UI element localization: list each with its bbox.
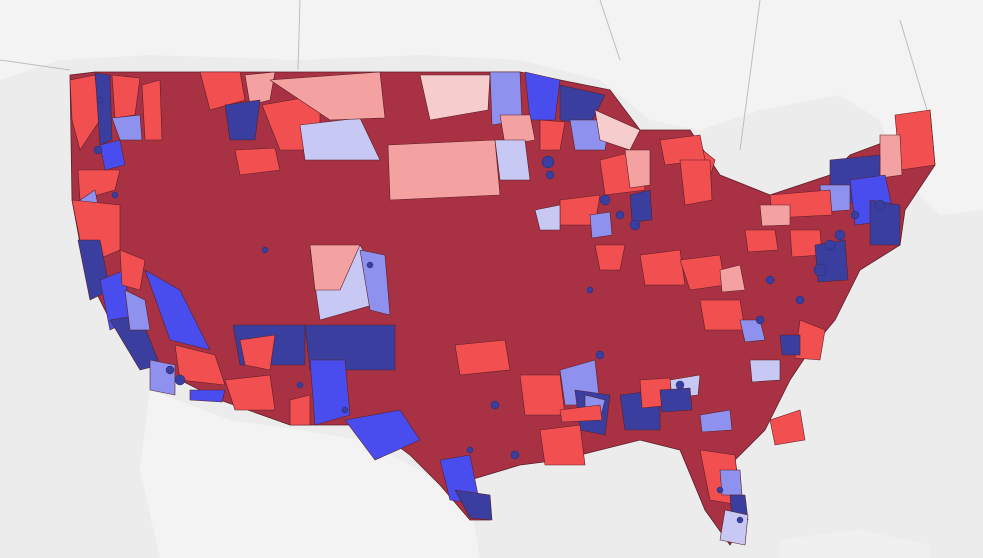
district-republican[interactable]	[769, 409, 806, 446]
urban-district-cluster[interactable]	[545, 170, 555, 180]
urban-district-cluster[interactable]	[261, 246, 269, 254]
cuba-landmass	[780, 530, 930, 558]
urban-district-cluster[interactable]	[765, 275, 775, 285]
urban-district-cluster[interactable]	[615, 210, 625, 220]
district-slight-republican[interactable]	[419, 74, 491, 121]
district-republican[interactable]	[594, 244, 626, 271]
urban-district-cluster[interactable]	[850, 210, 860, 220]
district-strong-democratic[interactable]	[304, 324, 396, 371]
district-strong-democratic[interactable]	[454, 489, 493, 521]
urban-district-cluster[interactable]	[466, 446, 474, 454]
district-strong-democratic[interactable]	[94, 72, 113, 146]
urban-district-cluster[interactable]	[510, 450, 520, 460]
urban-district-cluster[interactable]	[675, 380, 685, 390]
district-republican[interactable]	[454, 339, 511, 376]
district-lean-republican[interactable]	[269, 71, 386, 121]
district-lean-democratic[interactable]	[739, 319, 766, 343]
district-republican[interactable]	[539, 424, 586, 466]
urban-district-cluster[interactable]	[541, 155, 555, 169]
district-lean-republican[interactable]	[879, 134, 903, 179]
district-lean-republican[interactable]	[759, 204, 791, 227]
district-lean-democratic[interactable]	[719, 469, 743, 496]
district-republican[interactable]	[539, 119, 566, 151]
urban-district-cluster[interactable]	[165, 365, 175, 375]
district-republican[interactable]	[69, 74, 101, 151]
urban-district-cluster[interactable]	[795, 295, 805, 305]
urban-district-cluster[interactable]	[490, 400, 500, 410]
district-republican[interactable]	[519, 374, 566, 416]
district-strong-democratic[interactable]	[629, 189, 653, 223]
district-democratic[interactable]	[524, 71, 561, 121]
district-republican[interactable]	[141, 79, 163, 141]
urban-district-cluster[interactable]	[93, 145, 103, 155]
urban-district-cluster[interactable]	[341, 406, 349, 414]
urban-district-cluster[interactable]	[874, 199, 886, 211]
urban-district-cluster[interactable]	[599, 194, 611, 206]
district-republican[interactable]	[699, 299, 746, 331]
urban-district-cluster[interactable]	[813, 263, 827, 277]
district-republican[interactable]	[224, 374, 276, 411]
urban-district-cluster[interactable]	[736, 516, 744, 524]
urban-district-cluster[interactable]	[174, 374, 186, 386]
district-slight-democratic[interactable]	[299, 117, 381, 161]
urban-district-cluster[interactable]	[824, 239, 836, 251]
urban-district-cluster[interactable]	[755, 315, 765, 325]
district-republican[interactable]	[289, 394, 311, 426]
district-slight-democratic[interactable]	[719, 509, 749, 546]
district-republican[interactable]	[679, 159, 713, 206]
district-lean-republican[interactable]	[624, 149, 651, 189]
district-layer[interactable]	[69, 71, 936, 546]
urban-district-cluster[interactable]	[595, 350, 605, 360]
district-lean-democratic[interactable]	[124, 289, 151, 331]
district-republican[interactable]	[77, 169, 121, 201]
urban-district-cluster[interactable]	[96, 96, 104, 104]
district-republican[interactable]	[639, 249, 686, 286]
district-lean-democratic[interactable]	[699, 409, 733, 433]
canada-landmass	[0, 0, 983, 215]
urban-district-cluster[interactable]	[111, 191, 119, 199]
district-strong-democratic[interactable]	[224, 99, 261, 141]
district-republican[interactable]	[111, 74, 141, 119]
district-lean-democratic[interactable]	[589, 211, 613, 239]
district-democratic[interactable]	[344, 409, 421, 461]
district-lean-republican[interactable]	[499, 114, 536, 146]
district-lean-republican[interactable]	[309, 244, 361, 291]
urban-district-cluster[interactable]	[366, 261, 374, 269]
district-republican[interactable]	[559, 404, 603, 423]
district-republican[interactable]	[174, 344, 226, 386]
district-republican[interactable]	[239, 334, 276, 371]
district-democratic[interactable]	[189, 389, 226, 403]
district-democratic[interactable]	[309, 359, 351, 426]
urban-district-cluster[interactable]	[586, 286, 594, 294]
district-slight-democratic[interactable]	[749, 359, 781, 383]
district-lean-republican[interactable]	[387, 139, 501, 201]
district-lean-democratic[interactable]	[111, 114, 143, 141]
district-democratic[interactable]	[99, 139, 126, 171]
district-lean-republican[interactable]	[719, 264, 746, 293]
district-strong-democratic[interactable]	[659, 387, 693, 413]
district-democratic[interactable]	[144, 269, 211, 351]
urban-district-cluster[interactable]	[716, 486, 724, 494]
district-lean-democratic[interactable]	[149, 359, 176, 396]
district-republican[interactable]	[199, 71, 246, 111]
urban-cluster-layer[interactable]	[93, 96, 886, 524]
mexico-landmass	[140, 390, 480, 558]
district-slight-democratic[interactable]	[494, 139, 531, 181]
national-border	[0, 0, 931, 151]
urban-district-cluster[interactable]	[296, 381, 304, 389]
district-strong-democratic[interactable]	[779, 334, 801, 356]
district-republican[interactable]	[744, 229, 779, 253]
district-slight-democratic[interactable]	[534, 204, 561, 231]
district-republican[interactable]	[119, 249, 146, 291]
urban-district-cluster[interactable]	[629, 219, 641, 231]
urban-district-cluster[interactable]	[834, 229, 846, 241]
district-republican[interactable]	[234, 147, 281, 176]
district-lean-republican[interactable]	[244, 71, 276, 106]
district-strong-democratic[interactable]	[869, 199, 901, 246]
